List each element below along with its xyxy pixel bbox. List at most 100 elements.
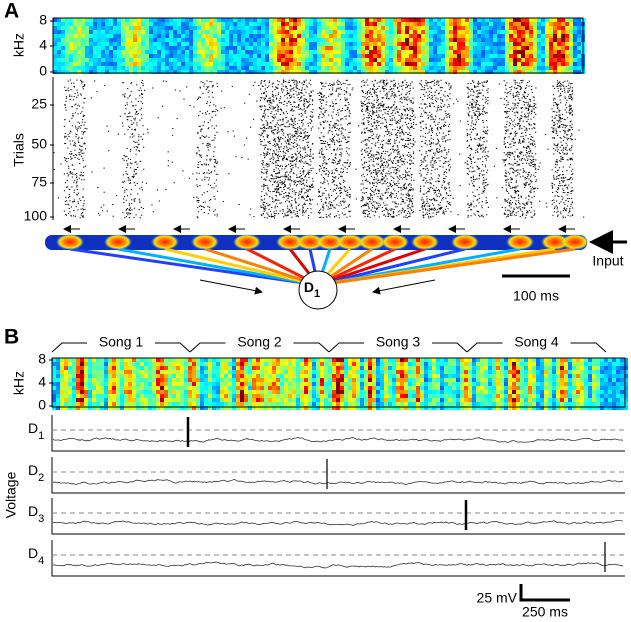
spectrogram-cell — [208, 398, 212, 402]
spectrogram-cell — [364, 362, 368, 366]
spectrogram-cell — [540, 394, 544, 398]
spectrogram-cell — [516, 358, 520, 362]
spectrogram-cell — [389, 34, 393, 38]
spectrogram-cell — [289, 42, 293, 46]
spectrogram-cell — [372, 370, 376, 374]
spectrogram-cell — [124, 374, 128, 378]
spectrogram-cell — [369, 22, 373, 26]
spectrogram-cell — [576, 378, 580, 382]
spectrogram-cell — [53, 66, 57, 70]
spectrogram-cell — [564, 358, 568, 362]
spectrogram-cell — [161, 54, 165, 58]
spectrogram-cell — [532, 402, 536, 406]
spectrogram-cell — [225, 42, 229, 46]
chain-node — [191, 234, 219, 250]
spectrogram-cell — [173, 30, 177, 34]
spectrogram-cell — [496, 374, 500, 378]
spectrogram-cell — [405, 50, 409, 54]
spectrogram-cell — [512, 358, 516, 362]
spectrogram-cell — [608, 402, 612, 406]
spectrogram-cell — [584, 374, 588, 378]
spectrogram-cell — [77, 18, 81, 22]
spectrogram-cell — [424, 394, 428, 398]
spectrogram-cell — [312, 358, 316, 362]
spectrogram-cell — [284, 358, 288, 362]
spectrogram-cell — [153, 66, 157, 70]
spectrogram-cell — [185, 42, 189, 46]
spectrogram-cell — [80, 402, 84, 406]
spectrogram-cell — [308, 378, 312, 382]
song-label: Song 2 — [237, 334, 282, 350]
spectrogram-cell — [320, 398, 324, 402]
spectrogram-cell — [444, 362, 448, 366]
spectrogram-cell — [265, 66, 269, 70]
spectrogram-cell — [577, 42, 581, 46]
spectrogram-cell — [165, 46, 169, 50]
spectrogram-cell — [152, 374, 156, 378]
spectrogram-cell — [120, 378, 124, 382]
spectrogram-cell — [476, 378, 480, 382]
spectrogram-cell — [104, 382, 108, 386]
spectrogram-cell — [417, 42, 421, 46]
spectrogram-cell — [177, 50, 181, 54]
chain-node — [104, 234, 132, 250]
spectrogram-cell — [504, 378, 508, 382]
spectrogram-cell — [569, 34, 573, 38]
spectrogram-cell — [317, 30, 321, 34]
spectrogram-cell — [288, 358, 292, 362]
spectrogram-cell — [317, 42, 321, 46]
spectrogram-cell — [361, 42, 365, 46]
spectrogram-cell — [400, 362, 404, 366]
spectrogram-cell — [473, 66, 477, 70]
spectrogram-cell — [97, 58, 101, 62]
spectrogram-cell — [180, 382, 184, 386]
spectrogram-cell — [384, 370, 388, 374]
spectrogram-cell — [305, 26, 309, 30]
spectrogram-cell — [213, 38, 217, 42]
spectrogram-cell — [76, 374, 80, 378]
spectrogram-cell — [320, 386, 324, 390]
spectrogram-cell — [261, 26, 265, 30]
spectrogram-cell — [424, 362, 428, 366]
spectrogram-cell — [125, 34, 129, 38]
spectrogram-cell — [449, 66, 453, 70]
spectrogram-cell — [125, 62, 129, 66]
spectrogram-cell — [104, 390, 108, 394]
spectrogram-cell — [92, 358, 96, 362]
spectrogram-cell — [276, 386, 280, 390]
spectrogram-cell — [328, 386, 332, 390]
spectrogram-cell — [276, 378, 280, 382]
spectrogram-cell — [512, 394, 516, 398]
spectrogram-cell — [457, 42, 461, 46]
spectrogram-cell — [289, 18, 293, 22]
spectrogram-cell — [400, 394, 404, 398]
spectrogram-cell — [188, 370, 192, 374]
spectrogram-cell — [396, 378, 400, 382]
spectrogram-cell — [484, 386, 488, 390]
spectrogram-cell — [313, 34, 317, 38]
spectrogram-cell — [568, 374, 572, 378]
spectrogram-cell — [161, 50, 165, 54]
spectrogram-cell — [293, 66, 297, 70]
spectrogram-cell — [232, 374, 236, 378]
spectrogram-cell — [160, 398, 164, 402]
spectrogram-cell — [292, 398, 296, 402]
spectrogram-cell — [580, 362, 584, 366]
spectrogram-cell — [76, 394, 80, 398]
spectrogram-cell — [517, 42, 521, 46]
spectrogram-cell — [292, 402, 296, 406]
spectrogram-cell — [232, 362, 236, 366]
spectrogram-cell — [608, 386, 612, 390]
spectrogram-cell — [389, 50, 393, 54]
spectrogram-cell — [541, 66, 545, 70]
spectrogram-cell — [116, 386, 120, 390]
spectrogram-cell — [213, 22, 217, 26]
spectrogram-cell — [525, 18, 529, 22]
spectrogram-cell — [68, 402, 72, 406]
spectrogram-cell — [436, 370, 440, 374]
spectrogram-cell — [485, 54, 489, 58]
spectrogram-cell — [169, 18, 173, 22]
spectrogram-cell — [456, 386, 460, 390]
spectrogram-cell — [396, 362, 400, 366]
spectrogram-cell — [361, 18, 365, 22]
